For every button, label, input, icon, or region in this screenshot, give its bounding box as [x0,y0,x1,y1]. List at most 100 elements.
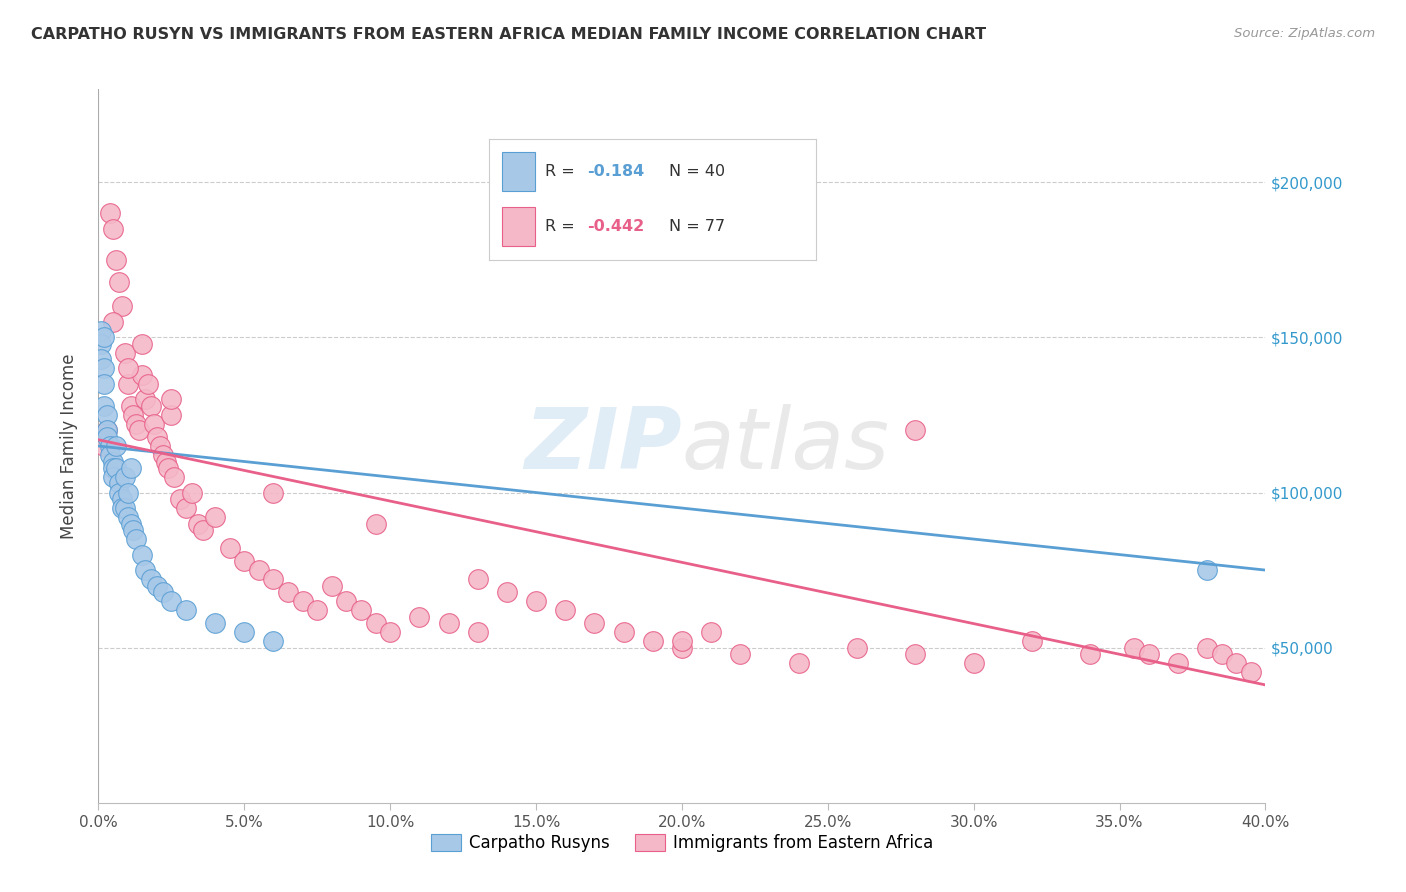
Point [125,417,148,432]
Point [104,439,127,453]
Point [174,603,197,617]
Point [131,368,153,382]
Point [1021,634,1043,648]
Point [104,460,127,475]
Point [233,625,256,640]
Y-axis label: Median Family Income: Median Family Income [59,353,77,539]
Point [700,625,723,640]
Point [1195,563,1218,577]
Point [291,594,314,608]
Point [93,399,115,413]
Point [187,516,209,531]
Point [93,361,115,376]
Point [93,439,115,453]
Point [364,615,387,630]
Point [136,376,159,391]
Point [146,579,169,593]
Point [108,275,131,289]
Point [120,460,142,475]
Point [111,299,134,313]
Point [846,640,869,655]
Point [204,615,226,630]
Point [307,603,329,617]
Point [139,399,162,413]
Point [962,656,984,670]
Point [467,573,489,587]
Point [163,470,186,484]
Point [554,603,576,617]
Point [169,491,191,506]
Point [131,548,153,562]
Point [96,424,118,438]
Point [139,573,162,587]
Point [467,625,489,640]
Point [114,501,136,516]
Point [1137,647,1160,661]
Point [152,448,174,462]
Point [524,594,547,608]
Point [111,491,134,506]
Point [98,448,121,462]
Point [1240,665,1263,680]
Point [101,222,124,236]
Point [90,352,112,367]
Point [583,615,606,630]
Point [180,485,202,500]
Point [496,584,519,599]
Point [142,417,165,432]
Point [155,454,177,468]
Point [149,439,172,453]
Point [122,523,145,537]
Point [101,454,124,468]
Point [157,460,180,475]
Point [108,476,131,491]
Point [904,647,927,661]
Point [1080,647,1102,661]
Point [408,609,430,624]
Legend: Carpatho Rusyns, Immigrants from Eastern Africa: Carpatho Rusyns, Immigrants from Eastern… [425,827,939,859]
Point [350,603,373,617]
Point [134,563,156,577]
Point [904,424,927,438]
Point [98,439,121,453]
Point [122,408,145,422]
Point [160,408,183,422]
Point [218,541,240,556]
Point [277,584,299,599]
Point [128,424,150,438]
Point [193,523,215,537]
Point [787,656,810,670]
Point [1225,656,1247,670]
Point [93,330,115,344]
Point [93,376,115,391]
Point [233,554,256,568]
Point [96,424,118,438]
Point [1123,640,1146,655]
Point [90,336,112,351]
Text: ZIP: ZIP [524,404,682,488]
Point [321,579,343,593]
Point [134,392,156,407]
Point [641,634,664,648]
Point [1167,656,1189,670]
Point [120,516,142,531]
Point [247,563,270,577]
Point [117,485,139,500]
Point [204,510,226,524]
Point [262,573,284,587]
Point [262,634,284,648]
Point [671,640,693,655]
Point [612,625,634,640]
Text: Source: ZipAtlas.com: Source: ZipAtlas.com [1234,27,1375,40]
Point [96,430,118,444]
Point [104,252,127,267]
Point [120,399,142,413]
Point [160,392,183,407]
Point [96,408,118,422]
Text: CARPATHO RUSYN VS IMMIGRANTS FROM EASTERN AFRICA MEDIAN FAMILY INCOME CORRELATIO: CARPATHO RUSYN VS IMMIGRANTS FROM EASTER… [31,27,986,42]
Point [101,470,124,484]
Point [160,594,183,608]
Point [101,315,124,329]
Point [335,594,357,608]
Point [364,516,387,531]
